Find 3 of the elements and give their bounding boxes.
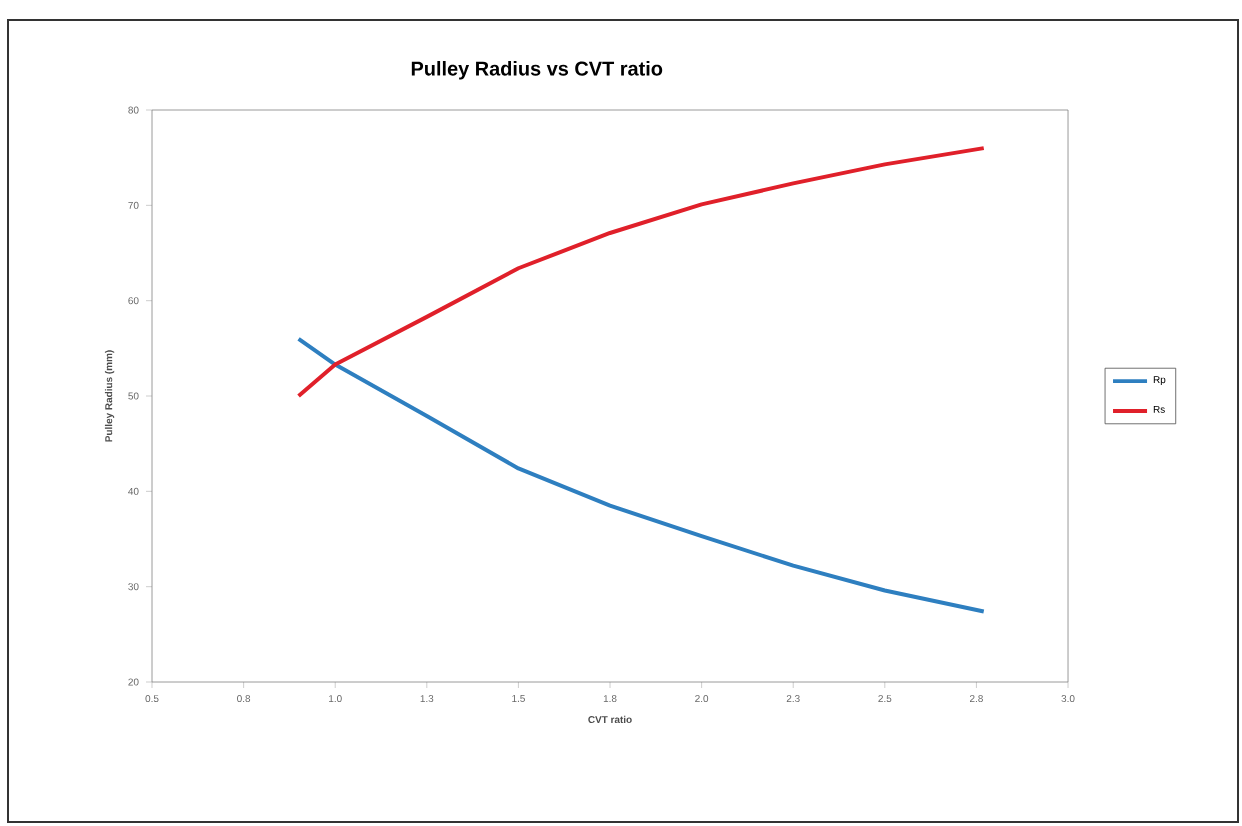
- line-series: [296, 146, 986, 399]
- line-series: [296, 336, 986, 614]
- chart-title: Pulley Radius vs CVT ratio: [411, 61, 663, 80]
